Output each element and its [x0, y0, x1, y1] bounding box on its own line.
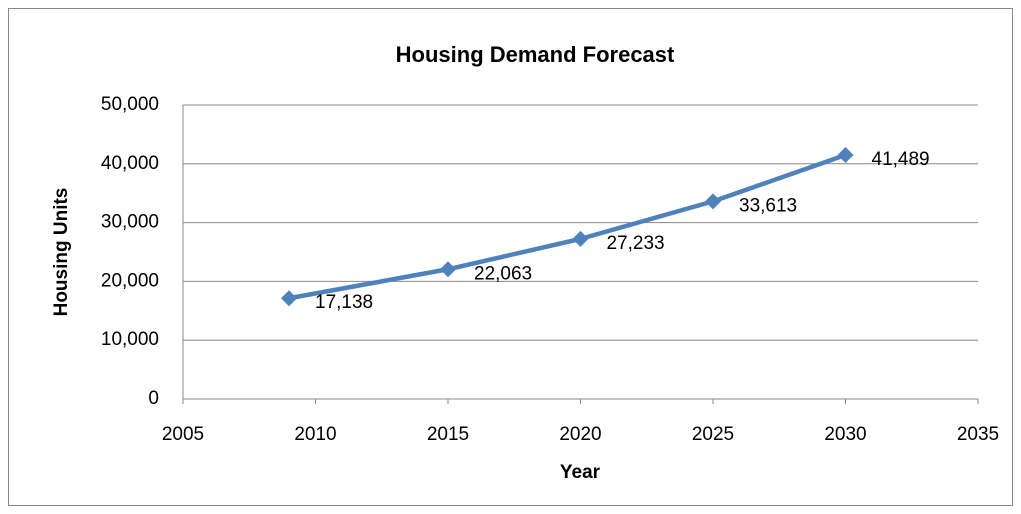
data-point: [837, 147, 854, 164]
data-point: [572, 230, 589, 247]
y-tick-label: 20,000: [101, 270, 159, 291]
y-tick-label: 30,000: [101, 212, 159, 233]
y-tick-label: 0: [148, 388, 159, 409]
x-tick-label: 2015: [427, 424, 469, 445]
y-tick-label: 40,000: [101, 153, 159, 174]
data-point: [705, 193, 721, 210]
data-label: 22,063: [474, 263, 532, 284]
y-tick-label: 50,000: [101, 94, 159, 115]
x-tick-label: 2025: [692, 424, 734, 445]
data-label: 33,613: [739, 195, 797, 216]
x-axis-label: Year: [560, 462, 601, 483]
y-tick-label: 10,000: [101, 329, 159, 350]
chart-title: Housing Demand Forecast: [396, 42, 675, 67]
data-label: 17,138: [315, 292, 373, 313]
x-tick-label: 2005: [162, 424, 204, 445]
y-axis-label: Housing Units: [51, 188, 72, 317]
data-point: [281, 290, 297, 307]
x-tick-label: 2030: [824, 424, 866, 445]
data-point: [440, 261, 456, 278]
data-label: 41,489: [872, 149, 930, 170]
data-label: 27,233: [607, 233, 665, 254]
x-tick-label: 2020: [559, 424, 601, 445]
x-tick-label: 2035: [957, 424, 999, 445]
x-tick-label: 2010: [294, 424, 336, 445]
